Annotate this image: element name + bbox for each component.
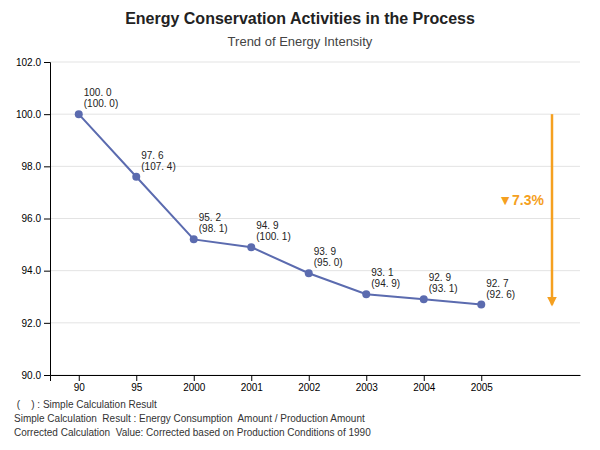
y-tick-mark — [44, 219, 50, 220]
point-label: (93. 1) — [429, 283, 458, 294]
x-tick: 2000 — [183, 375, 206, 393]
grid — [50, 62, 580, 375]
annotations: ▼7.3% — [498, 114, 552, 304]
x-tick: 2004 — [413, 375, 436, 393]
grid-line — [50, 114, 580, 115]
x-tick: 2005 — [471, 375, 494, 393]
y-tick-mark — [44, 114, 50, 115]
point — [305, 269, 313, 277]
y-tick-label: 102.0 — [16, 57, 41, 68]
footnotes: ( ) : Simple Calculation Result Simple Ca… — [14, 399, 371, 438]
subtitle: Trend of Energy Intensity — [228, 34, 373, 49]
y-tick-label: 92.0 — [22, 318, 42, 329]
y-tick-mark — [44, 323, 50, 324]
point — [132, 173, 140, 181]
y-tick: 98.0 — [22, 161, 50, 172]
y-tick-mark — [44, 375, 50, 376]
data-label: 93. 1 — [371, 267, 394, 278]
marks — [75, 110, 486, 308]
data-labels: 100. 0(100. 0) 97. 6(107. 4) 95. 2(98. 1) 9… — [84, 87, 515, 299]
x-tick-mark — [424, 375, 425, 381]
x-tick-label: 2005 — [471, 382, 494, 393]
y-tick-label: 98.0 — [22, 161, 42, 172]
y-tick: 92.0 — [22, 318, 50, 329]
x-axis-line — [51, 376, 581, 382]
x-tick: 2002 — [298, 375, 321, 393]
x-tick-label: 2004 — [413, 382, 436, 393]
y-tick-label: 90.0 — [22, 370, 42, 381]
x-tick-mark — [366, 375, 367, 381]
point-label: (100. 0) — [84, 98, 118, 109]
x-tick: 90 — [74, 375, 86, 393]
point-label: (107. 4) — [141, 161, 175, 172]
footnote: Simple Calculation Result : Energy Consu… — [14, 413, 365, 424]
footnote: Corrected Calculation Value: Corrected b… — [14, 427, 371, 438]
x-tick-label: 2002 — [298, 382, 321, 393]
annotation: ▼7.3% — [498, 192, 544, 208]
point-label: (100. 1) — [256, 231, 290, 242]
y-tick: 96.0 — [22, 213, 50, 224]
y-tick-label: 100.0 — [16, 109, 41, 120]
point — [362, 290, 370, 298]
data-label: 95. 2 — [199, 212, 222, 223]
point-label: (92. 6) — [486, 289, 515, 300]
x-tick-label: 95 — [131, 382, 143, 393]
y-tick-label: 94.0 — [22, 265, 42, 276]
data-label: 100. 0 — [84, 87, 112, 98]
point-label: (94. 9) — [371, 278, 400, 289]
data-label: 97. 6 — [141, 150, 164, 161]
chart: Energy Conservation Activities in the Pr… — [0, 0, 600, 450]
x-tick-mark — [251, 375, 252, 381]
y-tick: 90.0 — [22, 370, 50, 381]
x-tick-label: 2000 — [183, 382, 206, 393]
x-tick-mark — [136, 375, 137, 381]
grid-line — [50, 166, 580, 167]
x-tick-mark — [194, 375, 195, 381]
y-tick-mark — [44, 166, 50, 167]
grid-line — [50, 62, 580, 63]
grid-line — [50, 270, 580, 271]
y-tick: 102.0 — [16, 57, 50, 68]
data-label: 92. 7 — [486, 278, 509, 289]
data-label: 93. 9 — [314, 246, 337, 257]
title: Energy Conservation Activities in the Pr… — [125, 10, 475, 27]
y-tick-label: 96.0 — [22, 213, 42, 224]
y-tick-mark — [44, 62, 50, 63]
x-tick-label: 90 — [74, 382, 86, 393]
data-label: 92. 9 — [429, 272, 452, 283]
x-tick: 2001 — [241, 375, 264, 393]
x-tick-mark — [481, 375, 482, 381]
x-axis: 90 95 2000 2001 2002 2003 2004 2005 — [51, 375, 581, 393]
x-tick-label: 2003 — [356, 382, 379, 393]
arrow — [551, 114, 554, 304]
y-tick: 94.0 — [22, 265, 50, 276]
point-label: (95. 0) — [314, 257, 343, 268]
grid-line — [50, 322, 580, 323]
line — [79, 114, 482, 304]
plot-area: 90.0 92.0 94.0 96.0 98.0 100.0 102.0 90 95 2000 20… — [16, 57, 581, 393]
x-tick: 95 — [131, 375, 143, 393]
grid-line — [50, 218, 580, 219]
x-tick-mark — [309, 375, 310, 381]
point-label: (98. 1) — [199, 223, 228, 234]
point — [75, 110, 83, 118]
x-tick: 2003 — [356, 375, 379, 393]
y-tick: 100.0 — [16, 109, 50, 120]
footnote: ( ) : Simple Calculation Result — [14, 399, 157, 410]
y-axis: 90.0 92.0 94.0 96.0 98.0 100.0 102.0 — [16, 57, 51, 381]
point — [477, 301, 485, 309]
y-axis-line — [44, 63, 51, 376]
x-tick-label: 2001 — [241, 382, 264, 393]
point — [190, 235, 198, 243]
point — [420, 295, 428, 303]
y-tick-mark — [44, 271, 50, 272]
point — [247, 243, 255, 251]
x-tick-mark — [79, 375, 80, 381]
data-label: 94. 9 — [256, 220, 279, 231]
